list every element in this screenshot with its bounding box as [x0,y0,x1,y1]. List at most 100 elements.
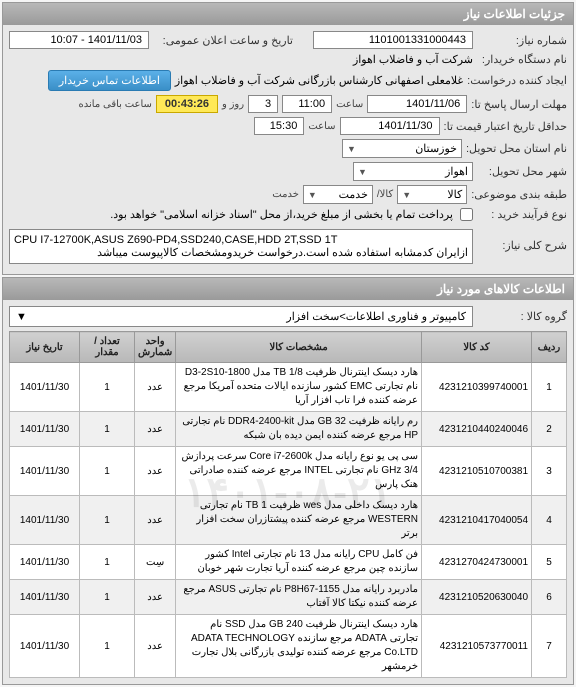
validity-time: 15:30 [254,117,304,135]
creator-value: غلامعلی اصفهانی کارشناس بازرگانی شرکت آب… [175,74,463,87]
chevron-down-icon: ▼ [358,167,367,177]
package-label: طبقه بندی موضوعی: [471,188,567,201]
panel-header-main: جزئیات اطلاعات نیاز [3,3,573,25]
header-title: جزئیات اطلاعات نیاز [464,7,565,21]
cell-unit: عدد [135,363,176,412]
offer-label: نوع فرآیند خرید : [477,208,567,221]
th-row: ردیف [532,332,567,363]
province-label: نام استان محل تحویل: [466,142,567,155]
cell-unit: عدد [135,496,176,545]
treasury-checkbox[interactable] [460,208,473,221]
cell-date: 1401/11/30 [10,545,80,580]
cell-unit: عدد [135,580,176,615]
desc-line1: CPU I7-12700K,ASUS Z690-PD4,SSD240,CASE,… [14,234,468,246]
cell-qty: 1 [80,615,135,678]
city-dropdown[interactable]: اهواز ▼ [353,162,473,181]
need-number-label: شماره نیاز: [477,34,567,47]
city-value: اهواز [445,165,468,178]
th-code: کد کالا [422,332,532,363]
desc-label: شرح کلی نیاز: [477,239,567,252]
creator-label: ایجاد کننده درخواست: [467,74,567,87]
table-row: 44231210417040054هارد دیسک داخلی مدل wes… [10,496,567,545]
cell-n: 2 [532,412,567,447]
cell-n: 1 [532,363,567,412]
cell-qty: 1 [80,363,135,412]
cell-unit: عدد [135,615,176,678]
panel-header-items: اطلاعات کالاهای مورد نیاز [3,278,573,300]
th-date: تاریخ نیاز [10,332,80,363]
day-value: 3 [248,95,278,113]
cell-n: 6 [532,580,567,615]
cell-unit: عدد [135,447,176,496]
cell-code: 4231210520630040 [422,580,532,615]
province-dropdown[interactable]: خوزستان ▼ [342,139,462,158]
group-label: گروه کالا : [477,310,567,323]
timer-label: ساعت باقی مانده [79,99,152,110]
goods-suffix: کالا/ [377,189,393,200]
chevron-down-icon: ▼ [308,190,317,200]
cell-unit: عدد [135,412,176,447]
cell-code: 4231210573770011 [422,615,532,678]
cell-n: 7 [532,615,567,678]
service-dropdown[interactable]: خدمت ▼ [303,185,373,204]
response-date: 1401/11/06 [367,95,467,113]
cell-date: 1401/11/30 [10,496,80,545]
service-value: خدمت [339,188,368,201]
cell-desc: هارد دیسک داخلی مدل wes ظرفیت TB 1 نام ت… [176,496,422,545]
cell-desc: رم رایانه ظرفیت GB 32 مدل DDR4-2400-kit … [176,412,422,447]
desc-box: CPU I7-12700K,ASUS Z690-PD4,SSD240,CASE,… [9,229,473,264]
chevron-down-icon: ▼ [347,144,356,154]
cell-qty: 1 [80,545,135,580]
chevron-down-icon: ▼ [16,311,27,323]
response-deadline-label: مهلت ارسال پاسخ تا: [471,98,567,111]
need-number-value: 1101001331000443 [313,31,473,49]
cell-unit: سِت [135,545,176,580]
cell-desc: هارد دیسک اینترنال ظرفیت GB 240 مدل SSD … [176,615,422,678]
cell-date: 1401/11/30 [10,615,80,678]
city-label: شهر محل تحویل: [477,165,567,178]
table-row: 34231210510700381سی پی یو نوع رایانه مدل… [10,447,567,496]
items-section-title: اطلاعات کالاهای مورد نیاز [437,282,565,296]
table-row: 24231210440240046رم رایانه ظرفیت GB 32 م… [10,412,567,447]
validity-date: 1401/11/30 [340,117,440,135]
cell-code: 4231210417040054 [422,496,532,545]
th-desc: مشخصات کالا [176,332,422,363]
desc-line2: ازایران کدمشابه استفاده شده است.درخواست … [14,246,468,259]
offer-checkbox-label: پرداخت تمام یا بخشی از مبلغ خرید،از محل … [110,208,453,221]
table-row: 54231270424730001فن کامل CPU رایانه مدل … [10,545,567,580]
cell-desc: مادربرد رایانه مدل P8H67-1155 نام تجارتی… [176,580,422,615]
goods-value: کالا [447,188,462,201]
items-table: ردیف کد کالا مشخصات کالا واحد شمارش تعدا… [9,331,567,678]
table-row: 74231210573770011هارد دیسک اینترنال ظرفی… [10,615,567,678]
th-unit: واحد شمارش [135,332,176,363]
cell-n: 5 [532,545,567,580]
cell-n: 4 [532,496,567,545]
service-suffix: خدمت [272,189,299,200]
saat-label-2: ساعت [308,121,335,132]
cell-code: 4231210440240046 [422,412,532,447]
announce-label: تاریخ و ساعت اعلان عمومی: [153,34,293,47]
contact-button[interactable]: اطلاعات تماس خریدار [48,70,171,91]
cell-qty: 1 [80,580,135,615]
cell-code: 4231210510700381 [422,447,532,496]
cell-date: 1401/11/30 [10,363,80,412]
table-row: 64231210520630040مادربرد رایانه مدل P8H6… [10,580,567,615]
countdown-timer: 00:43:26 [156,95,218,113]
cell-desc: سی پی یو نوع رایانه مدل Core i7-2600k سر… [176,447,422,496]
cell-date: 1401/11/30 [10,412,80,447]
cell-date: 1401/11/30 [10,447,80,496]
cell-qty: 1 [80,496,135,545]
buyer-value: شرکت آب و فاضلاب اهواز [353,53,473,66]
cell-qty: 1 [80,412,135,447]
goods-dropdown[interactable]: کالا ▼ [397,185,467,204]
cell-desc: فن کامل CPU رایانه مدل 13 نام تجارتی Int… [176,545,422,580]
cell-date: 1401/11/30 [10,580,80,615]
province-value: خوزستان [415,142,457,155]
table-row: 14231210399740001هارد دیسک اینترنال ظرفی… [10,363,567,412]
group-value: کامپیوتر و فناوری اطلاعات>سخت افزار [286,310,466,323]
group-select[interactable]: کامپیوتر و فناوری اطلاعات>سخت افزار ▼ [9,306,473,327]
cell-n: 3 [532,447,567,496]
chevron-down-icon: ▼ [402,190,411,200]
cell-desc: هارد دیسک اینترنال ظرفیت TB 1/8 مدل D3-2… [176,363,422,412]
buyer-label: نام دستگاه خریدار: [477,53,567,66]
